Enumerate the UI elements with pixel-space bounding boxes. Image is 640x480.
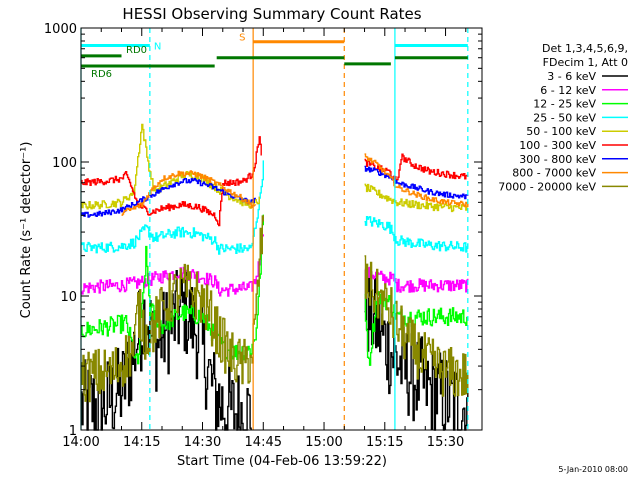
series-7-segment-1 <box>364 153 469 208</box>
chart-axes: 14:00 14:15 14:30 14:45 15:00 15:15 15:30 1 10 10… <box>44 22 482 450</box>
x-axis-label: Start Time (04-Feb-06 13:59:22) <box>177 454 387 469</box>
legend-label-1: 6 - 12 keV <box>540 84 596 97</box>
legend-label-3: 25 - 50 keV <box>533 111 596 124</box>
series-4-segment-0 <box>81 123 260 210</box>
legend-label-2: 12 - 25 keV <box>533 98 596 111</box>
flag-label-3: RD6 <box>91 69 112 80</box>
series-1-segment-0 <box>81 234 264 297</box>
y-tick-label-2: 100 <box>52 156 77 171</box>
legend-header-1: FDecim 1, Att 0 <box>543 56 628 69</box>
x-tick-label-4: 15:00 <box>305 435 342 450</box>
x-tick-label-0: 14:00 <box>62 435 99 450</box>
flag-label-0: N <box>154 42 161 53</box>
legend-label-6: 300 - 800 keV <box>519 153 596 166</box>
series-3-segment-1 <box>364 216 469 253</box>
series-6-segment-1 <box>364 165 469 200</box>
plot-frame <box>80 27 483 431</box>
chart-traces <box>81 123 469 431</box>
legend-label-4: 50 - 100 keV <box>526 125 596 138</box>
legend-label-5: 100 - 300 keV <box>519 139 596 152</box>
series-8-segment-0 <box>81 215 264 403</box>
x-tick-label-2: 14:30 <box>184 435 221 450</box>
series-3-segment-0 <box>81 160 264 255</box>
chart-title: HESSI Observing Summary Count Rates <box>122 5 421 23</box>
legend-header-0: Det 1,3,4,5,6,9, <box>542 42 628 55</box>
x-tick-label-1: 14:15 <box>123 435 160 450</box>
legend-label-7: 800 - 7000 keV <box>512 167 596 180</box>
series-0-segment-0 <box>81 270 252 431</box>
x-tick-label-5: 15:15 <box>366 435 403 450</box>
y-tick-label-3: 1000 <box>44 22 77 37</box>
series-8-segment-1 <box>364 255 469 397</box>
legend-label-8: 7000 - 20000 keV <box>498 180 596 193</box>
chart-legend: Det 1,3,4,5,6,9,FDecim 1, Att 03 - 6 keV… <box>498 42 628 193</box>
timestamp-label: 5-Jan-2010 08:00 <box>558 465 628 474</box>
y-tick-label-0: 1 <box>69 424 77 439</box>
series-5-segment-0 <box>81 136 262 227</box>
y-axis-label: Count Rate (s⁻¹ detector⁻¹) <box>19 142 34 319</box>
flag-label-2: RD0 <box>126 45 147 56</box>
legend-label-0: 3 - 6 keV <box>547 70 596 83</box>
chart-markers: N RD0 RD6 S <box>80 28 469 430</box>
series-4-segment-1 <box>364 183 469 213</box>
series-7-segment-0 <box>121 170 256 216</box>
y-tick-label-1: 10 <box>60 290 77 305</box>
x-tick-label-3: 14:45 <box>245 435 282 450</box>
flag-label-7: S <box>239 33 245 44</box>
x-tick-label-6: 15:30 <box>427 435 464 450</box>
series-1-segment-1 <box>364 266 469 293</box>
